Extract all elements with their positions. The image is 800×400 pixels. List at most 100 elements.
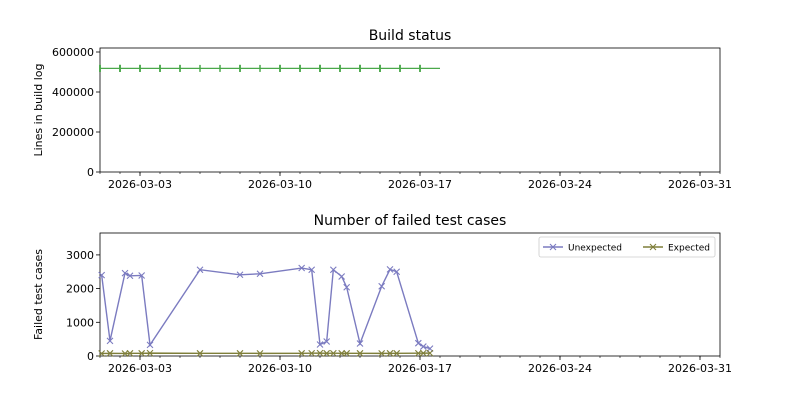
point-stroke	[236, 349, 244, 357]
data-point	[308, 266, 316, 274]
point-stroke	[196, 266, 204, 274]
data-point	[298, 264, 306, 272]
data-point	[126, 272, 134, 280]
legend-marker	[649, 243, 657, 251]
y-tick-label: 0	[87, 166, 94, 179]
data-point	[138, 272, 146, 279]
data-point	[196, 349, 204, 357]
point-stroke	[323, 338, 331, 345]
point-stroke	[236, 271, 244, 279]
y-tick-label: 0	[87, 350, 94, 363]
plot-frame	[99, 47, 721, 173]
point-stroke	[386, 266, 394, 273]
point-stroke	[106, 349, 114, 357]
point-stroke	[386, 349, 394, 357]
point-stroke	[426, 349, 434, 357]
data-point	[106, 349, 114, 357]
chart-panel-1: Build status Lines in build log 0 200000 400…	[32, 28, 732, 191]
chart-title: Build status	[369, 28, 452, 44]
x-tick-label: 2026-03-24	[528, 362, 592, 375]
point-stroke	[393, 268, 401, 276]
point-stroke	[106, 337, 114, 345]
x-tick-label: 2026-03-17	[388, 362, 452, 375]
data-point	[356, 349, 364, 357]
legend-label: Expected	[668, 244, 710, 254]
data-point	[236, 349, 244, 357]
series-line	[100, 267, 431, 350]
x-tick-label: 2026-03-03	[108, 362, 172, 375]
data-point	[323, 349, 331, 357]
data-point	[343, 349, 351, 357]
x-tick-label: 2026-03-31	[668, 362, 732, 375]
point-stroke	[298, 264, 306, 272]
point-stroke	[308, 266, 316, 274]
y-tick-label: 200000	[52, 126, 94, 139]
data-point	[308, 349, 316, 357]
data-point	[121, 350, 129, 357]
point-stroke	[98, 350, 106, 357]
data-point	[138, 349, 146, 357]
point-stroke	[308, 349, 316, 357]
data-point	[98, 271, 106, 279]
data-point	[106, 337, 114, 345]
data-point	[386, 266, 394, 273]
legend-label: Unexpected	[568, 244, 622, 254]
point-stroke	[316, 341, 324, 348]
legend-box	[538, 236, 716, 258]
y-axis-label: Failed test cases	[32, 249, 45, 340]
data-point	[329, 266, 337, 274]
point-stroke	[393, 349, 401, 357]
point-stroke	[356, 340, 364, 347]
legend-item-expected: Expected	[643, 244, 710, 254]
x-tick-label: 2026-03-24	[528, 178, 592, 191]
point-stroke	[414, 339, 422, 347]
data-point	[414, 349, 422, 357]
x-tick-label: 2026-03-17	[388, 178, 452, 191]
data-point	[414, 339, 422, 347]
data-point	[393, 349, 401, 357]
data-point	[256, 270, 264, 278]
y-tick-label: 2000	[66, 283, 94, 296]
y-tick-label: 600000	[52, 46, 94, 59]
point-stroke	[414, 349, 422, 357]
point-stroke	[356, 349, 364, 357]
y-tick-label: 3000	[66, 249, 94, 262]
data-point	[378, 282, 386, 290]
data-point	[338, 349, 346, 357]
data-point	[386, 349, 394, 357]
plot-frame	[99, 232, 721, 357]
point-stroke	[323, 349, 331, 357]
point-stroke	[343, 283, 351, 291]
point-stroke	[121, 269, 129, 277]
point-stroke	[343, 349, 351, 357]
series-expected	[98, 349, 434, 357]
point-stroke	[298, 349, 306, 357]
data-point	[146, 349, 154, 357]
point-stroke	[256, 349, 264, 357]
x-tick-label: 2026-03-10	[248, 362, 312, 375]
data-point	[236, 271, 244, 279]
data-point	[121, 269, 129, 277]
y-axis-label: Lines in build log	[32, 64, 45, 157]
data-point	[338, 273, 346, 280]
series-1	[99, 64, 440, 72]
point-stroke	[196, 349, 204, 357]
point-stroke	[338, 349, 346, 357]
data-point	[329, 349, 337, 357]
point-stroke	[316, 349, 324, 357]
data-point	[356, 340, 364, 347]
point-stroke	[338, 273, 346, 280]
point-stroke	[378, 349, 386, 357]
point-stroke	[146, 349, 154, 357]
point-stroke	[138, 272, 146, 279]
data-point	[393, 268, 401, 276]
series-unexpected	[98, 264, 434, 352]
data-point	[419, 349, 427, 357]
data-point	[256, 349, 264, 357]
point-stroke	[121, 350, 129, 357]
chart-panel-2: Number of failed test cases Failed test c…	[32, 213, 732, 375]
point-stroke	[126, 349, 134, 357]
data-point	[419, 343, 427, 350]
data-point	[98, 350, 106, 357]
x-tick-label: 2026-03-03	[108, 178, 172, 191]
